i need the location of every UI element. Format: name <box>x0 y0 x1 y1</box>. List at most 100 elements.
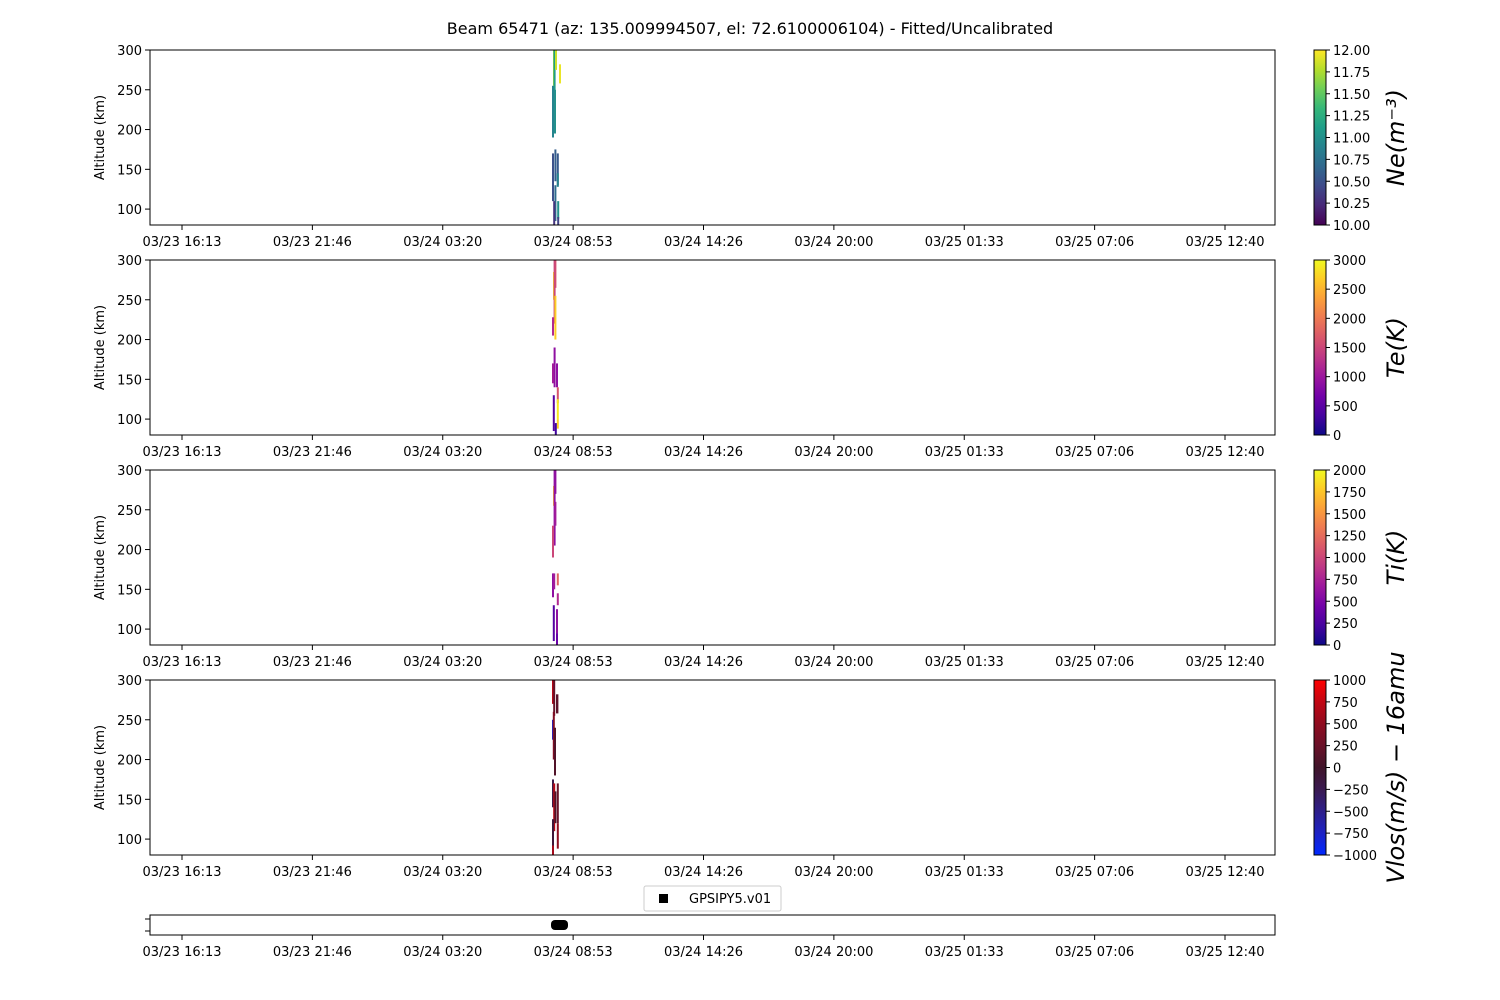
colorbar-tick-label: 500 <box>1333 595 1358 610</box>
heatmap-cell <box>553 783 556 832</box>
colorbar-tick-label: 1000 <box>1333 552 1366 567</box>
heatmap-cell <box>556 783 559 824</box>
x-tick-label: 03/24 14:26 <box>664 945 743 960</box>
colorbar-tick-label: 11.75 <box>1333 66 1370 81</box>
y-tick-label: 150 <box>117 373 142 388</box>
y-tick-label: 300 <box>117 464 142 479</box>
strip-frame <box>149 914 1276 936</box>
y-tick-label: 150 <box>117 163 142 178</box>
y-tick-label: 100 <box>117 623 142 638</box>
x-tick-label: 03/24 14:26 <box>664 235 743 250</box>
x-tick-label: 03/25 12:40 <box>1185 655 1264 670</box>
x-tick-label: 03/25 07:06 <box>1055 945 1134 960</box>
x-tick-label: 03/25 12:40 <box>1185 445 1264 460</box>
y-tick-label: 250 <box>117 294 142 309</box>
colorbar-tick-label: 500 <box>1333 718 1358 733</box>
heatmap-cell <box>557 217 560 225</box>
y-tick-label: 100 <box>117 203 142 218</box>
heatmap-cell <box>552 153 554 202</box>
heatmap-cell <box>552 711 555 760</box>
heatmap-cell <box>555 50 557 70</box>
x-tick-label: 03/24 08:53 <box>534 865 613 880</box>
colorbar-label: Ti(K) <box>1382 530 1410 586</box>
colorbar-tick-label: 750 <box>1333 573 1358 588</box>
colorbar-tick-label: 10.00 <box>1333 219 1370 234</box>
colorbar-tick-label: −1000 <box>1333 849 1377 864</box>
heatmap-cell <box>553 50 556 114</box>
x-tick-label: 03/25 01:33 <box>925 865 1004 880</box>
heatmap-cell <box>556 173 559 187</box>
y-axis-label: Altitude (km) <box>93 95 108 180</box>
x-tick-label: 03/24 03:20 <box>403 945 482 960</box>
colorbar-tick-label: 750 <box>1333 696 1358 711</box>
colorbar-label: Vlos(m/s) − 16amu <box>1382 651 1410 883</box>
x-tick-label: 03/23 16:13 <box>142 235 221 250</box>
heatmap-cell <box>554 185 557 222</box>
heatmap-cell <box>552 605 555 642</box>
x-tick-label: 03/25 12:40 <box>1185 865 1264 880</box>
heatmap-cell <box>554 727 556 776</box>
x-tick-label: 03/25 12:40 <box>1185 945 1264 960</box>
y-tick-label: 100 <box>117 833 142 848</box>
colorbar-tick-label: −750 <box>1333 827 1369 842</box>
colorbar <box>1313 259 1327 436</box>
heatmap-cell <box>552 317 554 336</box>
plot-frame <box>149 679 1276 856</box>
y-axis-label: Altitude (km) <box>93 305 108 390</box>
colorbar-tick-label: 2000 <box>1333 464 1366 479</box>
colorbar-tick-label: 0 <box>1333 762 1341 777</box>
heatmap-cell <box>556 823 559 849</box>
colorbar-tick-label: 10.75 <box>1333 153 1370 168</box>
plot-frame <box>149 259 1276 436</box>
colorbar-tick-label: 1750 <box>1333 486 1366 501</box>
x-tick-label: 03/23 16:13 <box>142 945 221 960</box>
colorbar-tick-label: 1500 <box>1333 342 1366 357</box>
colorbar-tick-label: 10.50 <box>1333 175 1370 190</box>
colorbar-tick-label: −250 <box>1333 783 1369 798</box>
figure-title: Beam 65471 (az: 135.009994507, el: 72.61… <box>447 19 1053 38</box>
heatmap-cell <box>553 573 556 590</box>
heatmap-cell <box>554 423 557 435</box>
heatmap-cell <box>552 573 554 598</box>
y-tick-label: 300 <box>117 44 142 59</box>
heatmap-cell <box>552 363 554 384</box>
heatmap-cell <box>554 791 557 824</box>
colorbar-label: Ne(m⁻³) <box>1382 89 1410 186</box>
x-tick-label: 03/24 14:26 <box>664 865 743 880</box>
x-tick-label: 03/24 03:20 <box>403 235 482 250</box>
colorbar-tick-label: 3000 <box>1333 254 1366 269</box>
x-tick-label: 03/25 07:06 <box>1055 655 1134 670</box>
colorbar-tick-label: 11.25 <box>1333 110 1370 125</box>
heatmap-cell <box>554 149 557 182</box>
y-axis-label: Altitude (km) <box>93 725 108 810</box>
y-tick-label: 250 <box>117 84 142 99</box>
panel-2: 100 150 200 250 300 Altitude (km) 03/23 16:13 0… <box>93 254 1410 460</box>
colorbar-tick-label: 0 <box>1333 639 1341 654</box>
x-tick-label: 03/24 08:53 <box>534 235 613 250</box>
x-tick-label: 03/25 07:06 <box>1055 445 1134 460</box>
y-tick-label: 200 <box>117 124 142 139</box>
x-tick-label: 03/24 03:20 <box>403 655 482 670</box>
colorbar <box>1313 679 1327 856</box>
heatmap-cell <box>552 845 554 855</box>
x-tick-label: 03/24 20:00 <box>794 235 873 250</box>
y-tick-label: 150 <box>117 583 142 598</box>
y-tick-label: 200 <box>117 544 142 559</box>
plot-frame <box>149 469 1276 646</box>
x-tick-label: 03/25 01:33 <box>925 655 1004 670</box>
heatmap-cell <box>556 694 559 714</box>
bottom-strip: 03/23 16:13 03/23 21:46 03/24 03:20 03/24 0… <box>142 914 1276 960</box>
y-tick-label: 300 <box>117 254 142 269</box>
colorbar-tick-label: 11.00 <box>1333 132 1370 147</box>
x-tick-label: 03/24 08:53 <box>534 945 613 960</box>
colorbar-tick-label: 11.50 <box>1333 88 1370 103</box>
colorbar-tick-label: 1500 <box>1333 508 1366 523</box>
y-tick-label: 300 <box>117 674 142 689</box>
x-tick-label: 03/23 21:46 <box>273 865 352 880</box>
x-tick-label: 03/25 01:33 <box>925 445 1004 460</box>
colorbar-tick-label: 250 <box>1333 617 1358 632</box>
heatmap-cell <box>554 295 557 340</box>
heatmap-cell <box>552 85 554 138</box>
x-tick-label: 03/24 03:20 <box>403 865 482 880</box>
